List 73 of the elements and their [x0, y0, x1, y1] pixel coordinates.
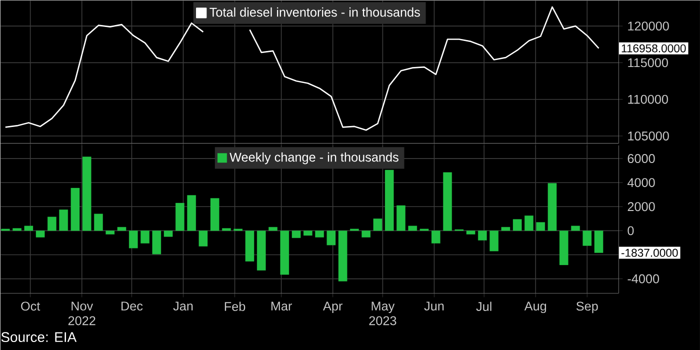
bar	[501, 226, 510, 231]
x-tick-label: May 2023	[369, 302, 396, 326]
bar	[140, 230, 150, 244]
bar	[94, 214, 103, 231]
x-tick-label: Jul	[476, 302, 492, 311]
bar	[431, 230, 440, 244]
x-tick-label: Feb	[224, 302, 246, 311]
bar	[256, 230, 266, 270]
x-tick-label: Jun	[424, 302, 444, 310]
annotation: -1837.0000	[621, 248, 678, 257]
bar	[48, 216, 56, 231]
bar	[559, 230, 568, 265]
bar	[59, 209, 68, 231]
bar	[164, 230, 173, 237]
x-tick-label: Aug	[524, 302, 546, 313]
y-tick-label: -4000	[628, 274, 660, 284]
x-tick-label: Mar	[271, 302, 292, 310]
legend-label: Total diesel inventories - in thousands	[210, 7, 420, 17]
y-tick-label: 115000	[628, 58, 668, 68]
x-tick-label: Sep	[576, 302, 598, 314]
bar	[362, 230, 370, 238]
bar	[373, 218, 382, 231]
bar	[117, 226, 126, 231]
bar	[12, 228, 22, 231]
bar	[152, 230, 162, 254]
x-tick-label: Oct	[21, 302, 40, 311]
y-tick-label: 0	[628, 226, 634, 236]
bar	[70, 188, 80, 231]
bar	[326, 230, 336, 246]
bar	[303, 230, 312, 236]
y-tick-label: 6000	[628, 154, 655, 163]
bar	[82, 156, 92, 231]
bar	[210, 198, 220, 231]
y-tick-label: 4000	[627, 178, 655, 187]
y-tick-label: 110000	[628, 94, 668, 104]
legend-label: Weekly change - in thousands	[230, 152, 398, 164]
bar	[490, 230, 498, 252]
source-note: Source: EIA	[1, 332, 77, 342]
x-tick-label: Apr	[323, 302, 342, 313]
bar	[268, 226, 278, 231]
bar	[315, 230, 324, 238]
bar	[548, 183, 557, 231]
x-tick-label: Jan	[173, 302, 193, 310]
bar	[443, 172, 452, 231]
bar	[571, 226, 580, 231]
y-tick-label: 105000	[628, 131, 669, 140]
bar	[512, 219, 522, 231]
bar	[524, 215, 534, 231]
bar	[128, 230, 138, 248]
bar	[198, 230, 208, 246]
x-tick-label: Dec	[122, 302, 143, 310]
x-tick-label: Nov 2022	[68, 302, 96, 326]
bar	[478, 230, 487, 240]
bar	[245, 230, 254, 262]
bar	[106, 230, 115, 234]
bar	[222, 228, 231, 231]
bar	[594, 230, 604, 253]
bar	[36, 230, 45, 238]
bar	[396, 205, 406, 231]
bar	[187, 195, 196, 231]
bar	[292, 230, 301, 238]
bar	[466, 230, 476, 234]
annotation: 116958.0000	[622, 44, 686, 52]
bar	[408, 226, 418, 231]
bar	[536, 222, 545, 231]
bar	[338, 230, 348, 282]
bar	[384, 170, 394, 231]
bar	[176, 202, 184, 231]
y-tick-label: 120000	[628, 21, 669, 30]
bar	[280, 230, 290, 275]
y-tick-label: 2000	[628, 202, 655, 212]
bar	[582, 230, 592, 246]
bar	[24, 226, 34, 231]
